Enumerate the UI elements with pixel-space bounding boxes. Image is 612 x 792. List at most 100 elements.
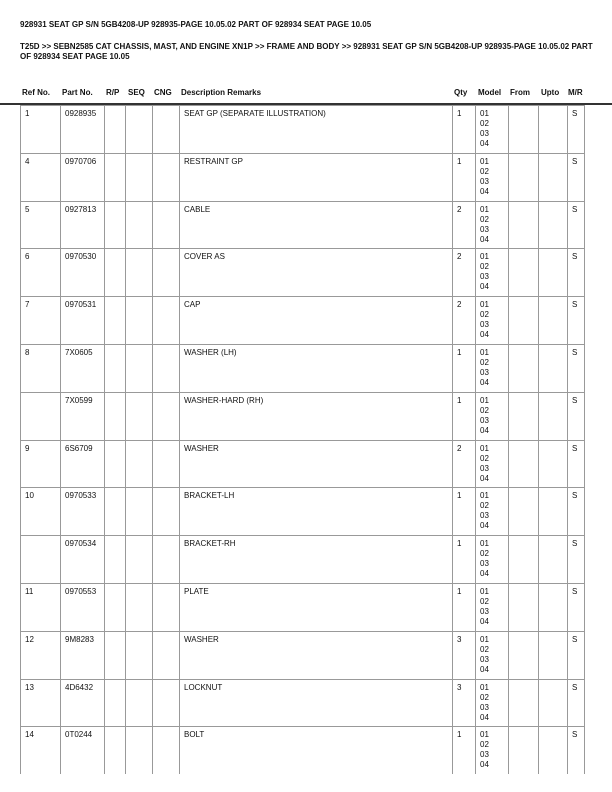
column-header: Upto <box>541 88 560 97</box>
cell-model: 01 02 03 04 <box>475 439 509 489</box>
cell-model: 01 02 03 04 <box>475 678 509 728</box>
cell-desc: WASHER <box>179 630 453 680</box>
cell-empty <box>538 343 568 393</box>
cell-empty <box>538 248 568 298</box>
cell-part: 0970534 <box>60 535 105 584</box>
table-row: 0970534 BRACKET-RH 1 01 02 03 04 S <box>20 535 585 584</box>
cell-desc: WASHER-HARD (RH) <box>179 391 453 441</box>
table-row: 1 0928935 SEAT GP (SEPARATE ILLUSTRATION) 1… <box>20 105 585 154</box>
cell-part: 0T0244 <box>60 726 105 775</box>
breadcrumb: T25D >> SEBN2585 CAT CHASSIS, MAST, AND … <box>20 42 593 61</box>
cell-empty <box>152 535 180 584</box>
cell-part: 4D6432 <box>60 678 105 728</box>
cell-empty <box>538 630 568 680</box>
page-title: 928931 SEAT GP S/N 5GB4208-UP 928935-PAG… <box>20 20 372 29</box>
cell-qty: 1 <box>452 391 476 441</box>
table-row: 7 0970531 CAP 2 01 02 03 04 S <box>20 296 585 345</box>
cell-mr: S <box>567 152 585 202</box>
cell-desc: BOLT <box>179 726 453 775</box>
cell-model: 01 02 03 04 <box>475 535 509 584</box>
cell-ref: 8 <box>20 343 61 393</box>
cell-qty: 2 <box>452 439 476 489</box>
cell-ref: 10 <box>20 487 61 537</box>
cell-qty: 1 <box>452 152 476 202</box>
table-row: 12 9M8283 WASHER 3 01 02 03 04 S <box>20 630 585 680</box>
cell-model: 01 02 03 04 <box>475 582 509 632</box>
cell-ref: 14 <box>20 726 61 775</box>
cell-empty <box>104 630 126 680</box>
parts-table: 1 0928935 SEAT GP (SEPARATE ILLUSTRATION) 1… <box>20 105 585 775</box>
cell-empty <box>125 105 153 154</box>
cell-empty <box>152 391 180 441</box>
cell-part: 0970706 <box>60 152 105 202</box>
cell-empty <box>152 343 180 393</box>
cell-empty <box>508 152 539 202</box>
cell-mr: S <box>567 535 585 584</box>
column-header: M/R <box>568 88 583 97</box>
cell-empty <box>538 582 568 632</box>
cell-part: 0928935 <box>60 105 105 154</box>
cell-mr: S <box>567 630 585 680</box>
cell-ref: 4 <box>20 152 61 202</box>
column-header: Ref No. <box>22 88 50 97</box>
cell-empty <box>508 630 539 680</box>
table-row: 10 0970533 BRACKET-LH 1 01 02 03 04 S <box>20 487 585 537</box>
cell-empty <box>508 439 539 489</box>
cell-desc: BRACKET-RH <box>179 535 453 584</box>
cell-model: 01 02 03 04 <box>475 487 509 537</box>
cell-empty <box>104 726 126 775</box>
cell-desc: PLATE <box>179 582 453 632</box>
cell-mr: S <box>567 439 585 489</box>
column-header: CNG <box>154 88 172 97</box>
cell-qty: 1 <box>452 487 476 537</box>
cell-ref: 5 <box>20 200 61 250</box>
cell-part: 0970531 <box>60 296 105 345</box>
cell-empty <box>125 296 153 345</box>
cell-part: 0970553 <box>60 582 105 632</box>
cell-empty <box>125 487 153 537</box>
cell-qty: 1 <box>452 582 476 632</box>
table-row: 6 0970530 COVER AS 2 01 02 03 04 S <box>20 248 585 298</box>
cell-part: 0970533 <box>60 487 105 537</box>
cell-qty: 3 <box>452 678 476 728</box>
cell-desc: WASHER (LH) <box>179 343 453 393</box>
cell-empty <box>125 582 153 632</box>
cell-empty <box>152 105 180 154</box>
cell-empty <box>508 535 539 584</box>
cell-empty <box>104 439 126 489</box>
cell-model: 01 02 03 04 <box>475 726 509 775</box>
cell-empty <box>104 678 126 728</box>
cell-ref <box>20 535 61 584</box>
cell-model: 01 02 03 04 <box>475 105 509 154</box>
cell-empty <box>508 391 539 441</box>
column-header: Model <box>478 88 502 97</box>
cell-ref: 12 <box>20 630 61 680</box>
column-header: Qty <box>454 88 468 97</box>
cell-qty: 1 <box>452 726 476 775</box>
cell-ref: 7 <box>20 296 61 345</box>
cell-qty: 2 <box>452 248 476 298</box>
cell-empty <box>508 487 539 537</box>
cell-mr: S <box>567 487 585 537</box>
cell-empty <box>508 200 539 250</box>
cell-empty <box>125 439 153 489</box>
cell-mr: S <box>567 678 585 728</box>
cell-ref: 9 <box>20 439 61 489</box>
cell-part: 0927813 <box>60 200 105 250</box>
column-header: R/P <box>106 88 120 97</box>
cell-empty <box>538 105 568 154</box>
cell-ref <box>20 391 61 441</box>
cell-empty <box>104 487 126 537</box>
cell-empty <box>538 678 568 728</box>
cell-empty <box>125 630 153 680</box>
cell-qty: 1 <box>452 535 476 584</box>
cell-ref: 11 <box>20 582 61 632</box>
cell-empty <box>152 296 180 345</box>
cell-empty <box>508 248 539 298</box>
cell-empty <box>152 582 180 632</box>
cell-model: 01 02 03 04 <box>475 391 509 441</box>
cell-empty <box>152 248 180 298</box>
cell-empty <box>508 296 539 345</box>
cell-empty <box>104 343 126 393</box>
cell-empty <box>152 439 180 489</box>
